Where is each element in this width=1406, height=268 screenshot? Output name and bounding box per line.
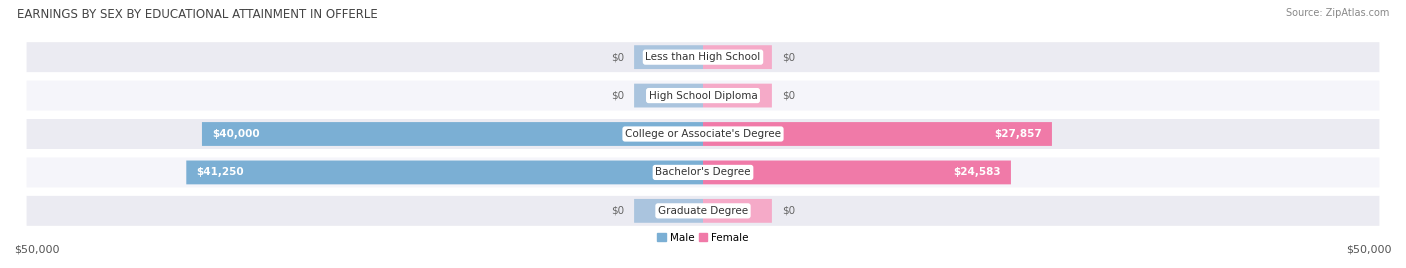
Text: Source: ZipAtlas.com: Source: ZipAtlas.com [1285, 8, 1389, 18]
FancyBboxPatch shape [634, 199, 703, 223]
FancyBboxPatch shape [703, 122, 1052, 146]
FancyBboxPatch shape [703, 161, 1011, 184]
Text: $0: $0 [612, 206, 624, 216]
FancyBboxPatch shape [202, 122, 703, 146]
Text: $0: $0 [782, 52, 794, 62]
Text: $0: $0 [612, 91, 624, 100]
Text: College or Associate's Degree: College or Associate's Degree [626, 129, 780, 139]
FancyBboxPatch shape [187, 161, 703, 184]
Text: High School Diploma: High School Diploma [648, 91, 758, 100]
FancyBboxPatch shape [27, 119, 1379, 149]
Text: Bachelor's Degree: Bachelor's Degree [655, 168, 751, 177]
Text: $50,000: $50,000 [1347, 245, 1392, 255]
Text: EARNINGS BY SEX BY EDUCATIONAL ATTAINMENT IN OFFERLE: EARNINGS BY SEX BY EDUCATIONAL ATTAINMEN… [17, 8, 378, 21]
Text: $0: $0 [782, 91, 794, 100]
Legend: Male, Female: Male, Female [654, 229, 752, 247]
Text: $0: $0 [612, 52, 624, 62]
Text: $41,250: $41,250 [197, 168, 243, 177]
Text: $40,000: $40,000 [212, 129, 260, 139]
FancyBboxPatch shape [27, 196, 1379, 226]
Text: $27,857: $27,857 [994, 129, 1042, 139]
FancyBboxPatch shape [27, 42, 1379, 72]
FancyBboxPatch shape [703, 199, 772, 223]
Text: Less than High School: Less than High School [645, 52, 761, 62]
FancyBboxPatch shape [27, 81, 1379, 111]
FancyBboxPatch shape [703, 84, 772, 107]
FancyBboxPatch shape [703, 45, 772, 69]
Text: $24,583: $24,583 [953, 168, 1001, 177]
FancyBboxPatch shape [27, 157, 1379, 187]
Text: Graduate Degree: Graduate Degree [658, 206, 748, 216]
FancyBboxPatch shape [634, 84, 703, 107]
Text: $50,000: $50,000 [14, 245, 59, 255]
FancyBboxPatch shape [634, 45, 703, 69]
Text: $0: $0 [782, 206, 794, 216]
